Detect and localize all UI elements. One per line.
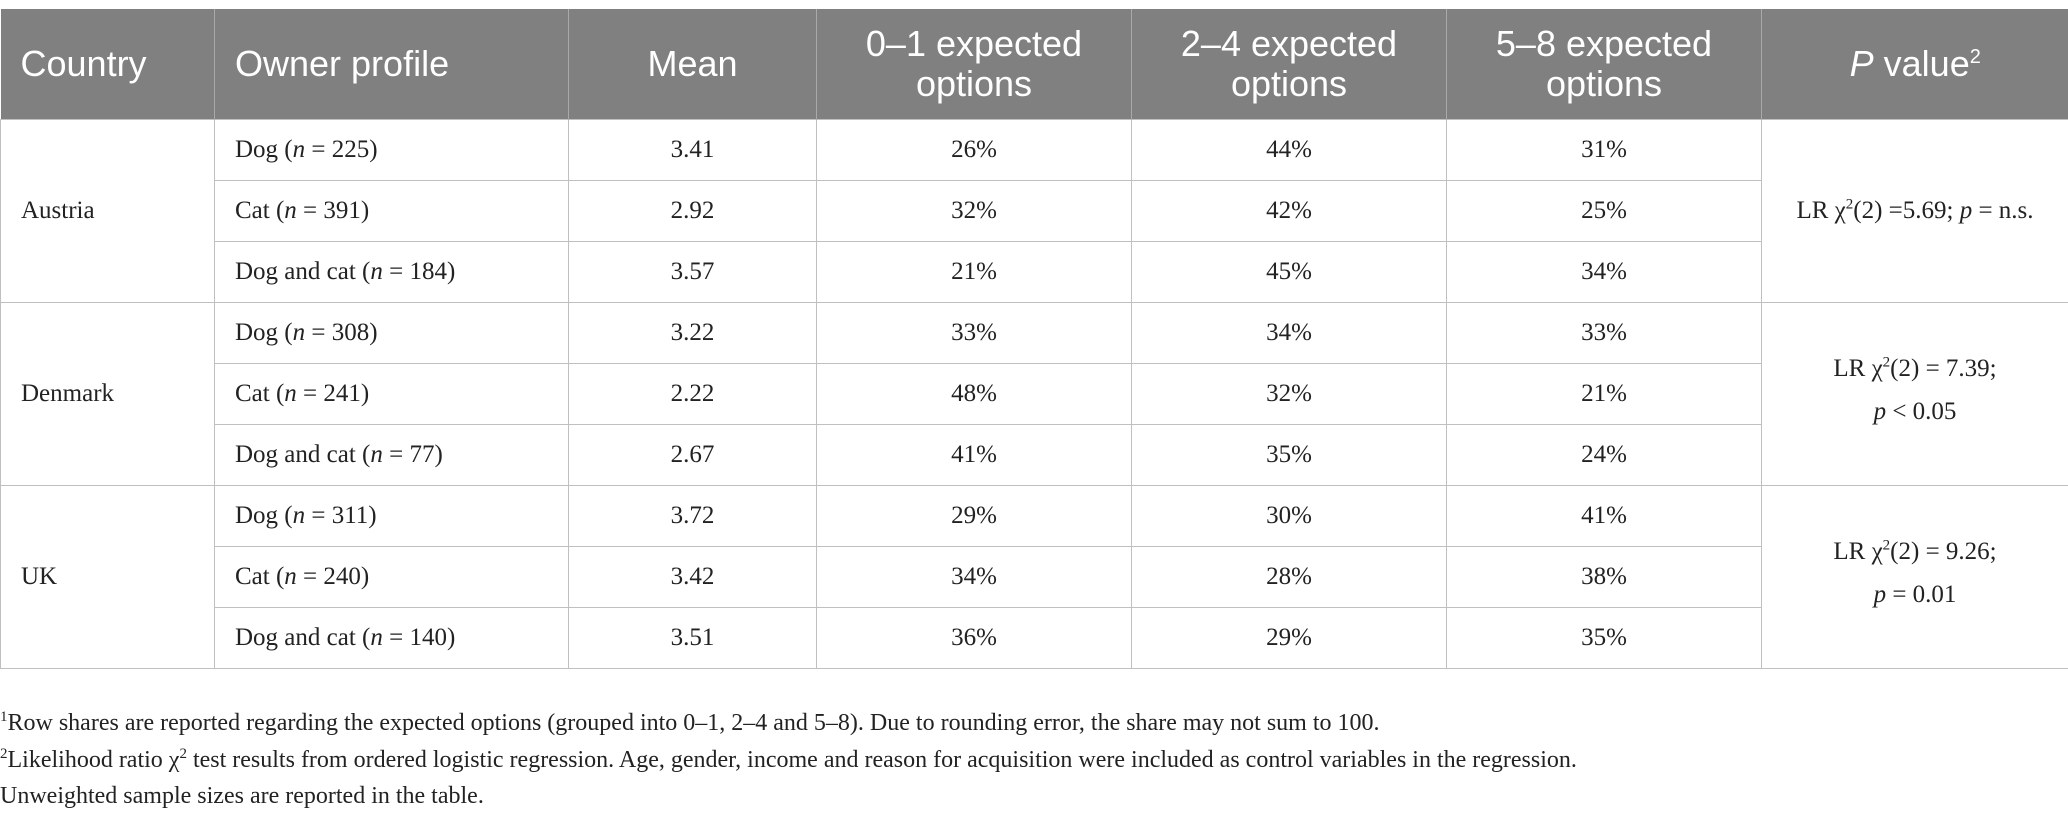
opt-5-8-cell: 31% xyxy=(1446,118,1762,181)
table-row: Austria Dog (n = 225) 3.41 26% 44% 31% L… xyxy=(0,118,2068,303)
opt-5-8-cell: 24% xyxy=(1446,423,1762,486)
opt-0-1-cell: 26% xyxy=(816,118,1132,181)
footnote-marker: 1 xyxy=(0,709,8,725)
opt-0-1-cell: 48% xyxy=(816,362,1132,425)
mean-cell: 3.57 xyxy=(568,240,817,303)
opt-0-1-cell: 32% xyxy=(816,179,1132,242)
owner-profile-cell: Dog (n = 311) xyxy=(214,484,569,547)
country-cell: Denmark xyxy=(0,301,215,486)
owner-profile-cell: Dog and cat (n = 140) xyxy=(214,606,569,669)
opt-0-1-cell: 36% xyxy=(816,606,1132,669)
country-cell: Austria xyxy=(0,118,215,303)
header-line: 0–1 expected xyxy=(865,22,1083,64)
p-value-cell: LR χ2(2) =5.69; p = n.s. xyxy=(1761,118,2068,303)
header-mean: Mean xyxy=(568,9,817,119)
country-cell: UK xyxy=(0,484,215,669)
opt-2-4-cell: 34% xyxy=(1131,301,1447,364)
opt-0-1-cell: 34% xyxy=(816,545,1132,608)
opt-5-8-cell: 34% xyxy=(1446,240,1762,303)
opt-5-8-cell: 35% xyxy=(1446,606,1762,669)
header-line: options xyxy=(1230,62,1348,104)
p-value-cell: LR χ2(2) = 7.39; p < 0.05 xyxy=(1761,301,2068,486)
opt-2-4-cell: 29% xyxy=(1131,606,1447,669)
mean-cell: 2.67 xyxy=(568,423,817,486)
header-line: options xyxy=(1545,62,1663,104)
header-line: options xyxy=(915,62,1033,104)
opt-2-4-cell: 32% xyxy=(1131,362,1447,425)
owner-profile-cell: Dog and cat (n = 77) xyxy=(214,423,569,486)
header-line: 2–4 expected xyxy=(1180,22,1398,64)
owner-profile-cell: Dog and cat (n = 184) xyxy=(214,240,569,303)
chi-superscript: 2 xyxy=(179,746,187,762)
opt-5-8-cell: 41% xyxy=(1446,484,1762,547)
footnote-3: Unweighted sample sizes are reported in … xyxy=(0,781,2060,811)
mean-cell: 3.51 xyxy=(568,606,817,669)
mean-cell: 3.72 xyxy=(568,484,817,547)
opt-2-4-cell: 44% xyxy=(1131,118,1447,181)
header-p-rest: value xyxy=(1873,42,1970,84)
mean-cell: 3.22 xyxy=(568,301,817,364)
header-0-1-expected-options: 0–1 expected options xyxy=(816,9,1132,119)
mean-cell: 3.41 xyxy=(568,118,817,181)
table-row: Dog and cat (n = 140) 3.51 36% 29% 35% xyxy=(1,606,2068,669)
opt-2-4-cell: 28% xyxy=(1131,545,1447,608)
footnote-text: Unweighted sample sizes are reported in … xyxy=(0,783,484,809)
owner-profile-cell: Cat (n = 391) xyxy=(214,179,569,242)
opt-0-1-cell: 33% xyxy=(816,301,1132,364)
opt-2-4-cell: 45% xyxy=(1131,240,1447,303)
header-line: 5–8 expected xyxy=(1495,22,1713,64)
opt-2-4-cell: 42% xyxy=(1131,179,1447,242)
footnote-text: test results from ordered logistic regre… xyxy=(186,747,1577,773)
footnote-marker: 2 xyxy=(0,746,8,762)
table-row: UK Dog (n = 311) 3.72 29% 30% 41% LR χ2(… xyxy=(0,484,2068,669)
header-5-8-expected-options: 5–8 expected options xyxy=(1446,9,1762,119)
opt-5-8-cell: 33% xyxy=(1446,301,1762,364)
mean-cell: 3.42 xyxy=(568,545,817,608)
header-p-italic: P xyxy=(1849,42,1874,84)
opt-0-1-cell: 41% xyxy=(816,423,1132,486)
footnote-2: 2Likelihood ratio χ2 test results from o… xyxy=(0,745,2060,775)
opt-0-1-cell: 21% xyxy=(816,240,1132,303)
mean-cell: 2.22 xyxy=(568,362,817,425)
mean-cell: 2.92 xyxy=(568,179,817,242)
opt-5-8-cell: 38% xyxy=(1446,545,1762,608)
opt-2-4-cell: 35% xyxy=(1131,423,1447,486)
table-row: Cat (n = 391) 2.92 32% 42% 25% xyxy=(1,179,2068,242)
table-row: Cat (n = 241) 2.22 48% 32% 21% xyxy=(1,362,2068,425)
header-country: Country xyxy=(0,9,215,119)
header-p-footnote-marker: 2 xyxy=(1969,45,1981,68)
table-row: Dog and cat (n = 77) 2.67 41% 35% 24% xyxy=(1,423,2068,486)
header-p-value: P value2 xyxy=(1761,9,2068,119)
owner-profile-cell: Cat (n = 240) xyxy=(214,545,569,608)
footnote-text: Row shares are reported regarding the ex… xyxy=(7,710,1380,736)
opt-0-1-cell: 29% xyxy=(816,484,1132,547)
header-row: Country Owner profile Mean 0–1 expected o… xyxy=(0,9,2068,119)
results-table: Country Owner profile Mean 0–1 expected o… xyxy=(0,9,2068,669)
table-row: Dog and cat (n = 184) 3.57 21% 45% 34% xyxy=(1,240,2068,303)
table-row: Denmark Dog (n = 308) 3.22 33% 34% 33% L… xyxy=(0,301,2068,486)
opt-5-8-cell: 25% xyxy=(1446,179,1762,242)
header-owner-profile: Owner profile xyxy=(214,9,569,119)
footnote-1: 1Row shares are reported regarding the e… xyxy=(0,708,2060,738)
header-2-4-expected-options: 2–4 expected options xyxy=(1131,9,1447,119)
p-value-cell: LR χ2(2) = 9.26; p = 0.01 xyxy=(1761,484,2068,669)
owner-profile-cell: Dog (n = 225) xyxy=(214,118,569,181)
table-row: Cat (n = 240) 3.42 34% 28% 38% xyxy=(1,545,2068,608)
owner-profile-cell: Dog (n = 308) xyxy=(214,301,569,364)
owner-profile-cell: Cat (n = 241) xyxy=(214,362,569,425)
opt-2-4-cell: 30% xyxy=(1131,484,1447,547)
opt-5-8-cell: 21% xyxy=(1446,362,1762,425)
footnote-text-pre: Likelihood ratio χ xyxy=(7,747,180,773)
